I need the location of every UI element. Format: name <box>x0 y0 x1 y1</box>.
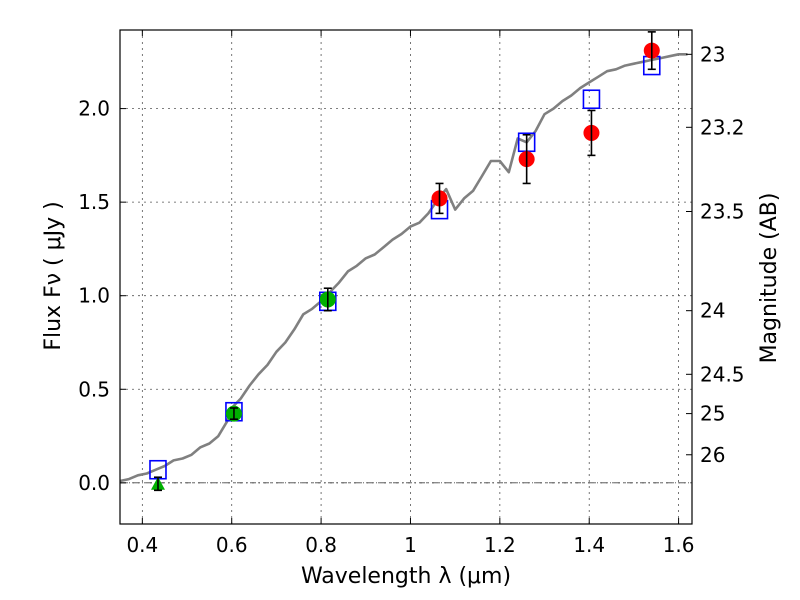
y-tick-label: 1.5 <box>78 190 110 214</box>
plot-frame <box>119 29 693 525</box>
x-tick-label: 0.8 <box>305 533 337 557</box>
x-tick-label: 1 <box>404 533 417 557</box>
model-photometry-square <box>582 89 601 110</box>
y-tick-label: 1.0 <box>78 284 110 308</box>
y-tick-label: 0.5 <box>78 377 110 401</box>
magnitude-tick-label: 25 <box>700 402 725 426</box>
magnitude-tick-label: 26 <box>700 443 725 467</box>
x-axis-label: Wavelength λ (μm) <box>301 564 511 589</box>
plot-layer <box>119 31 688 492</box>
y-tick-label: 0.0 <box>78 471 110 495</box>
model-sed-line <box>119 52 688 483</box>
grid-layer <box>120 30 692 524</box>
x-tick-label: 0.6 <box>216 533 248 557</box>
magnitude-tick-label: 23.2 <box>700 115 745 139</box>
magnitude-tick-label: 23 <box>700 42 725 66</box>
y-axis-right-label: Magnitude (AB) <box>757 193 782 364</box>
x-tick-label: 0.4 <box>126 533 158 557</box>
magnitude-tick-label: 24 <box>700 299 725 323</box>
y-tick-label: 2.0 <box>78 97 110 121</box>
magnitude-tick-label: 24.5 <box>700 362 745 386</box>
x-tick-label: 1.4 <box>573 533 605 557</box>
x-tick-label: 1.6 <box>663 533 695 557</box>
magnitude-tick-label: 23.5 <box>700 200 745 224</box>
tick-layer: 0.4 0.6 0.8 1 1.2 1.4 1.6 0.0 0.5 1.0 1.5 2.0 23 23.2… <box>78 30 745 557</box>
y-axis-left-label: Flux Fν ( μJy ) <box>41 201 66 350</box>
x-tick-label: 1.2 <box>484 533 516 557</box>
